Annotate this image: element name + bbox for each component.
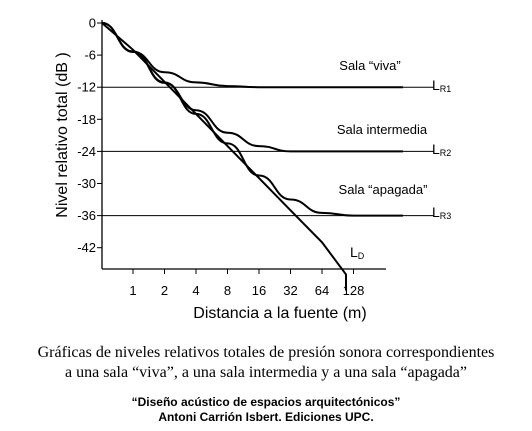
y-tick-label: -30 <box>77 176 96 191</box>
x-tick-label: 16 <box>252 283 266 298</box>
series-end-label-lr3: LR3 <box>432 204 451 221</box>
series-label-lr2: Sala intermedia <box>337 122 428 137</box>
series-end-label-lr2: LR2 <box>432 141 451 158</box>
y-tick-label: -6 <box>84 48 96 63</box>
x-ticks: 1 2 4 8 16 32 64 128 <box>129 269 364 298</box>
x-tick-label: 128 <box>343 283 365 298</box>
figure-caption-line-2: a una sala “viva”, a una sala intermedia… <box>64 364 467 381</box>
y-tick-label: -12 <box>77 80 96 95</box>
series-line-lr1 <box>101 22 403 89</box>
y-tick-label: -42 <box>77 240 96 255</box>
series-labels: LD Sala “viva” LR1 Sala intermedia LR2 Sala “… <box>337 58 451 261</box>
series-line-ld <box>101 22 347 291</box>
y-axis-title: Nivel relativo total (dB ) <box>54 52 71 217</box>
y-ticks: 0 -6 -12 -18 -24 -30 -36 -42 <box>77 16 102 255</box>
y-tick-label: -36 <box>77 208 96 223</box>
x-axis-title: Distancia a la fuente (m) <box>193 305 366 322</box>
y-tick-label: -18 <box>77 112 96 127</box>
series-curves <box>101 22 403 291</box>
x-tick-label: 1 <box>129 283 136 298</box>
series-label-lr3: Sala “apagada” <box>339 182 428 197</box>
series-end-label-ld: LD <box>350 244 365 261</box>
series-line-lr3 <box>101 22 403 217</box>
chart: 0 -6 -12 -18 -24 -30 -36 -42 1 2 4 8 16 32 64 128 LD Sa… <box>54 16 451 323</box>
figure-caption-line-1: Gráficas de niveles relativos totales de… <box>37 344 495 361</box>
x-tick-label: 32 <box>283 283 297 298</box>
x-tick-label: 2 <box>161 283 168 298</box>
book-author: Antoni Carrión Isbert. Ediciones UPC. <box>158 410 374 424</box>
series-end-label-lr1: LR1 <box>432 77 451 94</box>
series-label-lr1: Sala “viva” <box>339 58 400 73</box>
x-tick-label: 64 <box>315 283 329 298</box>
y-tick-label: -24 <box>77 144 96 159</box>
x-tick-label: 8 <box>224 283 231 298</box>
book-title: “Diseño acústico de espacios arquitectón… <box>131 395 401 409</box>
x-tick-label: 4 <box>192 283 199 298</box>
y-tick-label: 0 <box>89 16 96 31</box>
